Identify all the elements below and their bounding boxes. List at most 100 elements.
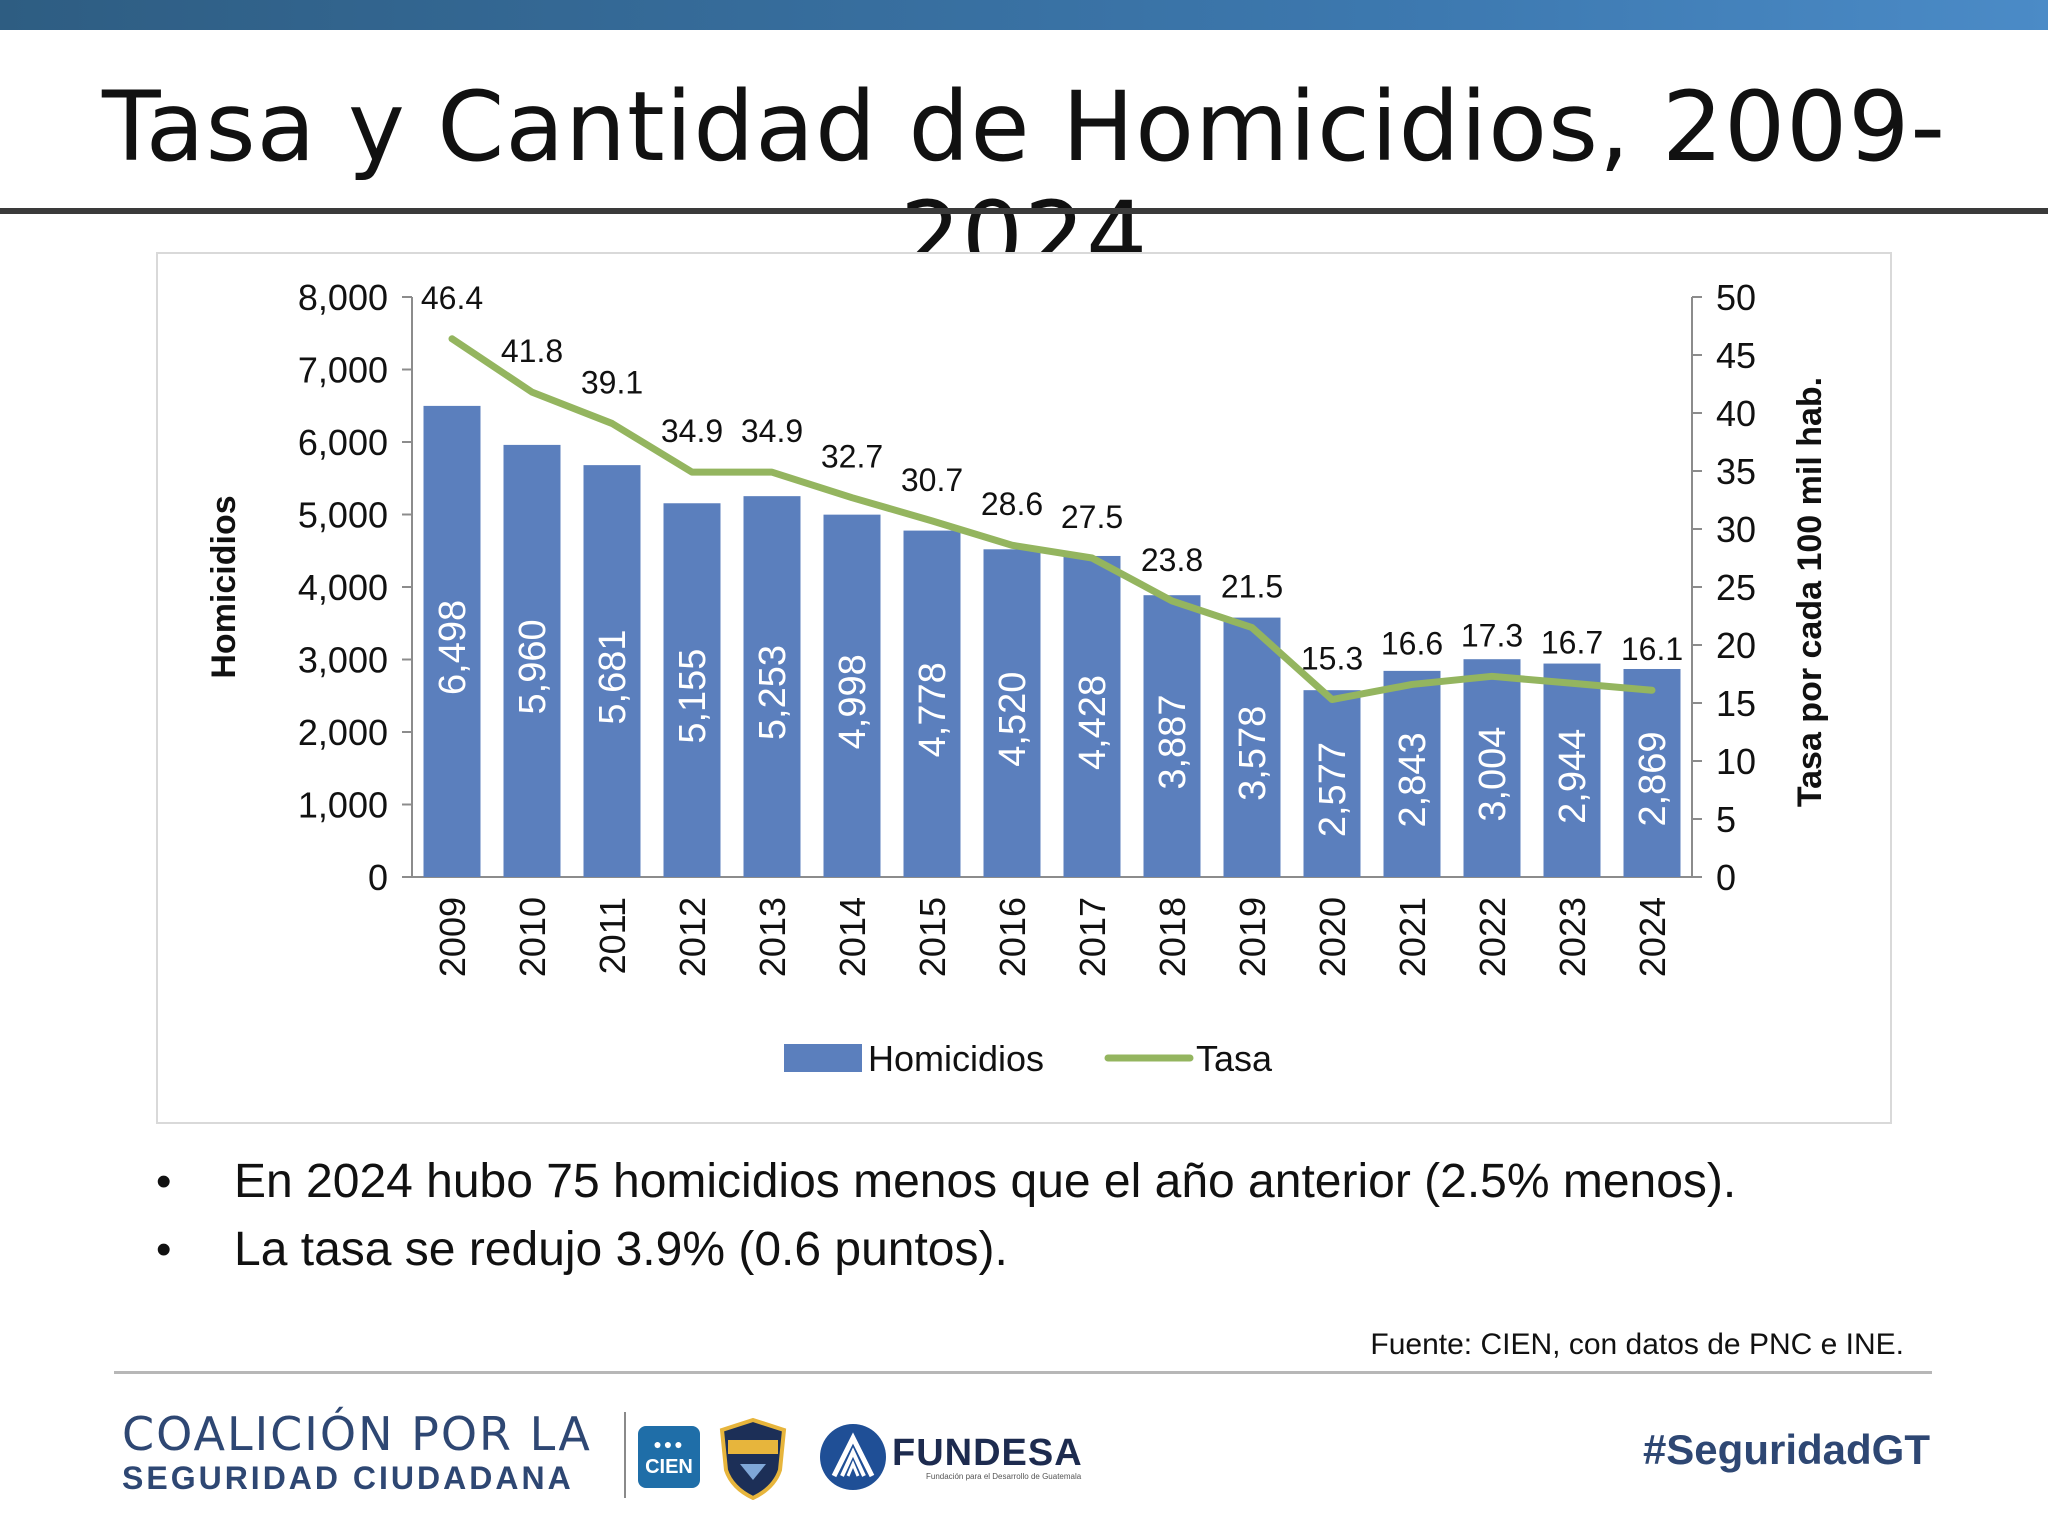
bar-homicidios [663, 503, 721, 877]
x-tick-label: 2021 [1392, 897, 1433, 977]
right-tick-label: 50 [1716, 277, 1756, 318]
line-point-tasa [1331, 698, 1333, 701]
line-value-label: 16.1 [1621, 631, 1683, 667]
shield-icon [719, 1418, 787, 1500]
right-tick-label: 25 [1716, 567, 1756, 608]
line-point-tasa [1011, 544, 1013, 547]
title-divider [0, 208, 2048, 214]
x-tick-label: 2019 [1232, 897, 1273, 977]
right-tick-label: 35 [1716, 451, 1756, 492]
left-tick-label: 1,000 [298, 785, 388, 826]
line-value-label: 21.5 [1221, 569, 1283, 605]
line-point-tasa [531, 391, 533, 394]
bar-value-label: 3,887 [1152, 695, 1194, 790]
bullet-item: • La tasa se redujo 3.9% (0.6 puntos). [150, 1216, 1950, 1284]
right-tick-label: 30 [1716, 509, 1756, 550]
page-title: Tasa y Cantidad de Homicidios, 2009-2024 [102, 71, 1946, 293]
bar-homicidios [423, 405, 481, 877]
left-tick-label: 6,000 [298, 422, 388, 463]
line-point-tasa [1171, 599, 1173, 602]
legend-swatch-homicidios [784, 1044, 862, 1072]
right-tick-label: 10 [1716, 741, 1756, 782]
left-axis-title: Homicidios [205, 495, 243, 678]
bullet-marker: • [156, 1157, 172, 1206]
bar-homicidios [1543, 663, 1601, 877]
left-tick-label: 8,000 [298, 277, 388, 318]
x-tick-label: 2022 [1472, 897, 1513, 977]
line-value-label: 41.8 [501, 333, 563, 369]
right-tick-label: 45 [1716, 335, 1756, 376]
legend-label-homicidios: Homicidios [868, 1038, 1044, 1079]
left-tick-label: 4,000 [298, 567, 388, 608]
bullet-list: • En 2024 hubo 75 homicidios menos que el… [150, 1148, 1950, 1284]
bar-value-label: 6,498 [432, 600, 474, 695]
line-point-tasa [771, 471, 773, 474]
line-tasa [448, 335, 1656, 704]
right-tick-label: 15 [1716, 683, 1756, 724]
line-point-tasa [691, 471, 693, 474]
cien-dots-icon: ●●● [653, 1436, 685, 1452]
crime-stoppers-logo [719, 1418, 787, 1500]
left-tick-label: 3,000 [298, 640, 388, 681]
logo-separator [624, 1412, 626, 1498]
bar-homicidios [983, 549, 1041, 877]
bar-value-label: 5,960 [512, 619, 554, 714]
source-note: Fuente: CIEN, con datos de PNC e INE. [1370, 1328, 1904, 1361]
line-value-label: 34.9 [661, 413, 723, 449]
bar-homicidios [1303, 690, 1361, 877]
bar-value-label: 2,944 [1552, 729, 1594, 824]
x-tick-label: 2024 [1632, 897, 1673, 977]
bullet-marker: • [156, 1225, 172, 1274]
bar-value-label: 4,998 [832, 654, 874, 749]
line-point-tasa [1571, 682, 1573, 685]
line-point-tasa [611, 422, 613, 425]
x-tick-label: 2023 [1552, 897, 1593, 977]
x-tick-label: 2014 [832, 897, 873, 977]
line-point-tasa [1491, 675, 1493, 678]
bar-value-label: 4,520 [992, 672, 1034, 767]
line-point-tasa [931, 519, 933, 522]
bullet-text: La tasa se redujo 3.9% (0.6 puntos). [234, 1223, 1008, 1276]
bar-value-label: 3,578 [1232, 706, 1274, 801]
line-value-label: 28.6 [981, 486, 1043, 522]
bar-value-label: 2,843 [1392, 732, 1434, 827]
right-tick-label: 0 [1716, 857, 1736, 898]
line-value-label: 23.8 [1141, 542, 1203, 578]
line-point-tasa [851, 496, 853, 499]
bar-homicidios [503, 444, 561, 877]
line-point-tasa [1651, 689, 1653, 692]
bullet-item: • En 2024 hubo 75 homicidios menos que el… [150, 1148, 1950, 1216]
line-value-label: 30.7 [901, 462, 963, 498]
x-tick-label: 2009 [432, 897, 473, 977]
x-tick-label: 2017 [1072, 897, 1113, 977]
coalition-line2: SEGURIDAD CIUDADANA [122, 1460, 574, 1496]
bar-value-label: 4,428 [1072, 675, 1114, 770]
bar-homicidios [583, 465, 641, 877]
bar-value-label: 3,004 [1472, 727, 1514, 822]
bar-homicidios [823, 514, 881, 877]
bar-value-label: 5,253 [752, 645, 794, 740]
x-tick-label: 2010 [512, 897, 553, 977]
left-tick-label: 5,000 [298, 495, 388, 536]
line-point-tasa [451, 337, 453, 340]
bar-homicidios [1463, 659, 1521, 877]
x-tick-label: 2013 [752, 897, 793, 977]
left-tick-label: 2,000 [298, 712, 388, 753]
right-axis-title: Tasa por cada 100 mil hab. [1791, 377, 1829, 807]
bar-homicidios [1063, 555, 1121, 877]
bar-homicidios [743, 496, 801, 877]
line-value-label: 27.5 [1061, 499, 1123, 535]
right-tick-label: 40 [1716, 393, 1756, 434]
line-value-label: 34.9 [741, 413, 803, 449]
line-value-label: 17.3 [1461, 617, 1523, 653]
line-point-tasa [1251, 626, 1253, 629]
bar-homicidios [1223, 617, 1281, 877]
x-tick-label: 2016 [992, 897, 1033, 977]
cien-logo-text: CIEN [645, 1456, 693, 1478]
footer-divider [114, 1371, 1932, 1374]
x-tick-label: 2018 [1152, 897, 1193, 977]
bar-value-label: 2,577 [1312, 742, 1354, 837]
left-tick-label: 7,000 [298, 350, 388, 391]
line-value-label: 32.7 [821, 439, 883, 475]
bar-homicidios [1143, 595, 1201, 877]
